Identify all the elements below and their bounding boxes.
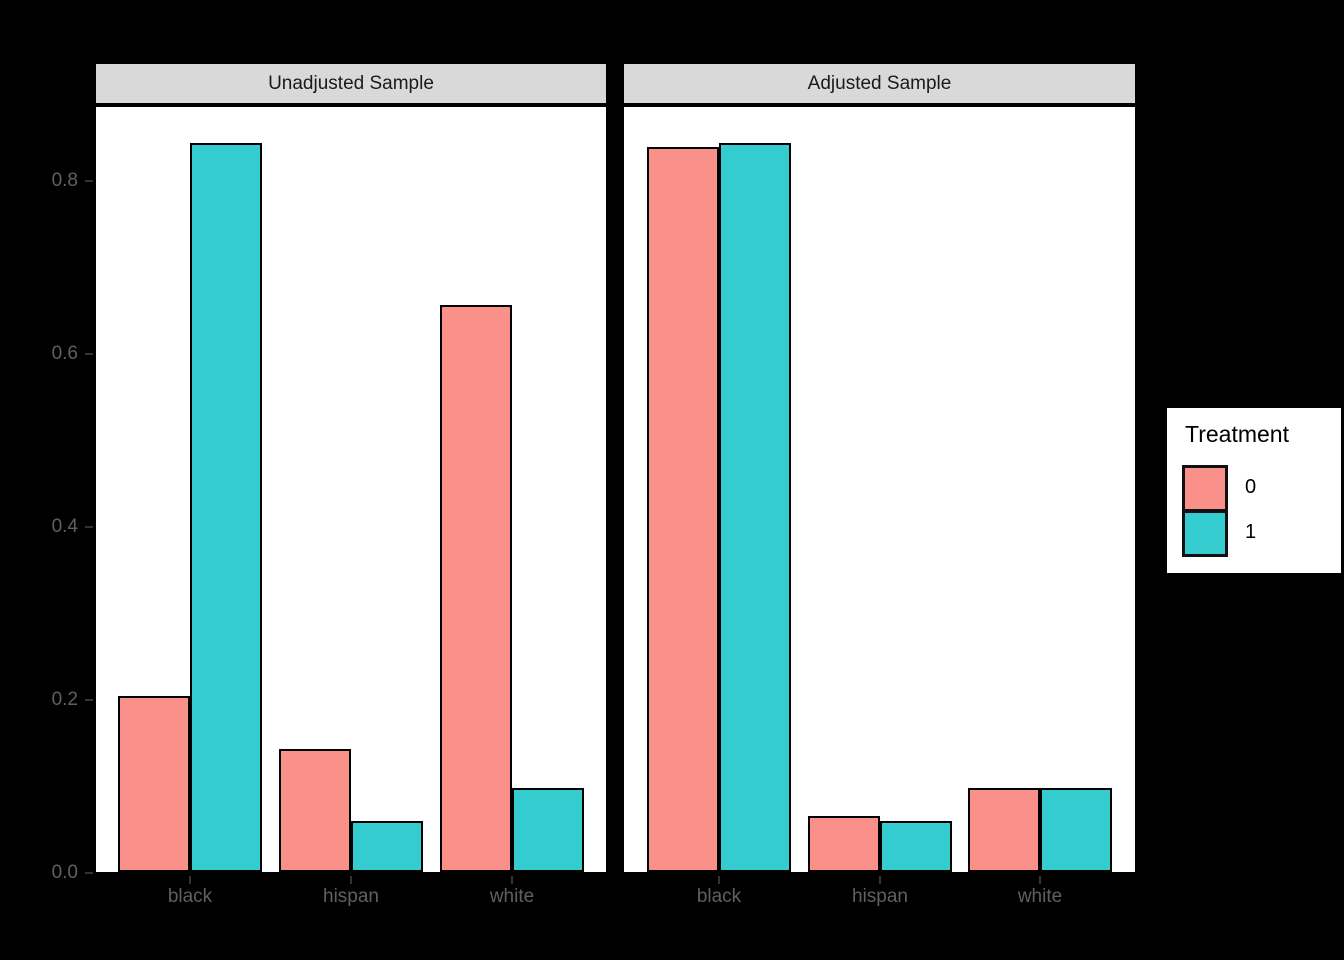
x-axis-tick-hispan (350, 876, 352, 884)
bar-unadjusted-white-treatment-1 (512, 788, 584, 872)
y-axis-tick-0.6 (85, 353, 93, 355)
x-axis-label-hispan: hispan (323, 886, 379, 907)
bar-unadjusted-hispan-treatment-1 (351, 821, 423, 872)
bar-adjusted-white-treatment-0 (968, 788, 1040, 872)
y-axis-label-0.0: 0.0 (51, 862, 78, 883)
legend-label-treatment-0: 0 (1245, 476, 1257, 498)
y-axis-tick-0.8 (85, 180, 93, 182)
panel-unadjusted (94, 105, 608, 874)
y-axis-tick-0.0 (85, 872, 93, 874)
y-axis-label-0.8: 0.8 (51, 170, 78, 191)
y-axis-label-0.2: 0.2 (51, 689, 78, 710)
y-axis-label-0.4: 0.4 (51, 516, 78, 537)
x-axis-label-white: white (489, 886, 535, 907)
x-axis-tick-white (1039, 876, 1041, 884)
legend-swatch-treatment-1 (1182, 510, 1228, 557)
bar-unadjusted-black-treatment-0 (118, 696, 190, 872)
bar-unadjusted-black-treatment-1 (190, 143, 262, 872)
x-axis-label-white: white (1017, 886, 1063, 907)
x-axis-label-black: black (696, 886, 742, 907)
facet-title: Adjusted Sample (807, 72, 952, 94)
bar-adjusted-hispan-treatment-0 (808, 816, 880, 872)
bar-unadjusted-white-treatment-0 (440, 305, 512, 872)
legend-label-treatment-1: 1 (1245, 521, 1257, 543)
facet-strip-adjusted: Adjusted Sample (622, 62, 1137, 105)
facet-strip-unadjusted: Unadjusted Sample (94, 62, 608, 105)
legend-entry-treatment-1: 1 (1182, 510, 1256, 557)
bar-unadjusted-hispan-treatment-0 (279, 749, 351, 872)
bar-adjusted-black-treatment-1 (719, 143, 791, 872)
panel-adjusted (622, 105, 1137, 874)
x-axis-label-black: black (167, 886, 213, 907)
x-axis-tick-hispan (879, 876, 881, 884)
x-axis-tick-white (511, 876, 513, 884)
bar-adjusted-white-treatment-1 (1040, 788, 1112, 872)
legend-swatch-treatment-0 (1182, 465, 1228, 512)
y-axis-label-0.6: 0.6 (51, 343, 78, 364)
y-axis-tick-0.4 (85, 526, 93, 528)
facet-title: Unadjusted Sample (268, 72, 434, 94)
legend-entry-treatment-0: 0 (1182, 465, 1256, 512)
x-axis-label-hispan: hispan (852, 886, 908, 907)
y-axis: 0.0 0.2 0.4 0.6 0.8 (0, 105, 94, 883)
bar-adjusted-black-treatment-0 (647, 147, 719, 872)
x-axis-tick-black (189, 876, 191, 884)
x-axis-tick-black (718, 876, 720, 884)
legend-title: Treatment (1185, 421, 1289, 447)
y-axis-tick-0.2 (85, 699, 93, 701)
bar-adjusted-hispan-treatment-1 (880, 821, 952, 872)
